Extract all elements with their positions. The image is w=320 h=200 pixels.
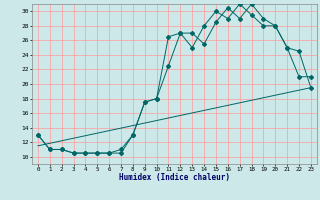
X-axis label: Humidex (Indice chaleur): Humidex (Indice chaleur)	[119, 173, 230, 182]
